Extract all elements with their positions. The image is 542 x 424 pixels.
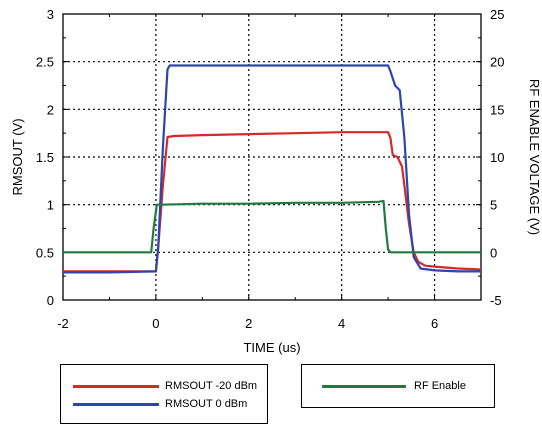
y2-tick-label: 20 — [490, 55, 504, 70]
y-tick-label: 1.5 — [36, 150, 54, 165]
x-axis-label: TIME (us) — [243, 340, 300, 355]
grid-lines — [63, 14, 481, 300]
legend-swatch — [73, 384, 159, 388]
x-tick-label: 0 — [152, 316, 159, 331]
legend-box-rf-enable: RF Enable — [301, 364, 495, 408]
y2-tick-label: 5 — [490, 198, 497, 213]
legend-swatch — [322, 384, 406, 388]
y2-tick-label: 10 — [490, 150, 504, 165]
right-axis-ticks: -5 0 5 10 15 20 25 — [476, 7, 504, 308]
x-tick-label: 6 — [431, 316, 438, 331]
y-tick-label: 2.5 — [36, 55, 54, 70]
series-line-1 — [63, 64, 481, 274]
y-tick-label: 0.5 — [36, 245, 54, 260]
left-axis-ticks: 0 0.5 1 1.5 2 2.5 3 — [36, 7, 68, 308]
x-tick-label: -2 — [57, 316, 69, 331]
y2-tick-label: 15 — [490, 102, 504, 117]
legend-label: RF Enable — [414, 380, 466, 392]
legend-item-rf-enable: RF Enable — [322, 379, 466, 393]
x-tick-label: 2 — [245, 316, 252, 331]
y2-tick-label: 0 — [490, 245, 497, 260]
y-tick-label: 0 — [47, 293, 54, 308]
series-line-2 — [63, 199, 481, 254]
y-tick-label: 1 — [47, 198, 54, 213]
legend-item-rmsout-0: RMSOUT 0 dBm — [73, 397, 247, 411]
y2-tick-label: 25 — [490, 7, 504, 22]
y-axis-label: RMSOUT (V) — [10, 118, 25, 195]
y-tick-label: 3 — [47, 7, 54, 22]
legend-label: RMSOUT 0 dBm — [165, 398, 248, 410]
x-tick-label: 4 — [338, 316, 345, 331]
y-tick-label: 2 — [47, 102, 54, 117]
x-axis-ticks: -2 0 2 4 6 — [57, 14, 482, 331]
series-lines — [63, 64, 482, 274]
series-line-0 — [63, 131, 482, 273]
legend-label: RMSOUT -20 dBm — [165, 380, 258, 392]
legend-box-rmsout: RMSOUT -20 dBm RMSOUT 0 dBm — [60, 364, 268, 424]
legend-swatch — [73, 402, 159, 406]
y2-axis-label: RF ENABLE VOLTAGE (V) — [527, 79, 542, 235]
legend-item-rmsout-minus20: RMSOUT -20 dBm — [73, 379, 257, 393]
y2-tick-label: -5 — [490, 293, 502, 308]
